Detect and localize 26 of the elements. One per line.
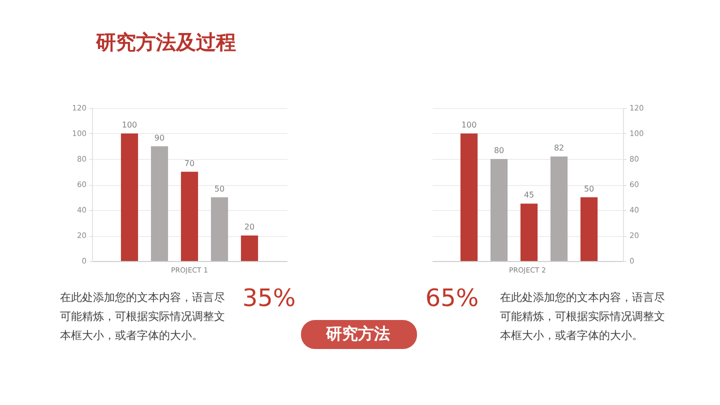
bar	[240, 236, 258, 261]
data-label: 100	[122, 120, 138, 130]
text: 35%	[242, 284, 296, 312]
text: 65%	[425, 284, 479, 312]
bar	[580, 197, 598, 261]
text: 在此处添加您的文本内容，语言尽可能精炼，可根据实际情况调整文本框大小，或者字体的大小。	[60, 291, 225, 342]
data-label: 80	[494, 146, 504, 155]
bar	[150, 146, 168, 261]
bar	[550, 156, 568, 261]
bar	[460, 134, 478, 261]
text: 研究方法	[325, 324, 390, 343]
text: 在此处添加您的文本内容，语言尽可能精炼，可根据实际情况调整文本框大小，或者字体的大小。	[500, 291, 665, 342]
bar	[210, 197, 228, 261]
bar	[180, 172, 198, 261]
data-label: 82	[554, 143, 564, 152]
bar	[490, 159, 508, 261]
data-label: 90	[154, 133, 165, 142]
bar	[120, 134, 138, 261]
text: 研究方法及过程	[95, 30, 236, 54]
data-label: 45	[524, 190, 534, 200]
data-label: 70	[184, 158, 195, 168]
data-label: 20	[244, 222, 255, 232]
bar	[520, 204, 538, 261]
data-label: 50	[584, 184, 594, 194]
data-label: 50	[214, 184, 225, 194]
data-label: 100	[461, 120, 477, 130]
